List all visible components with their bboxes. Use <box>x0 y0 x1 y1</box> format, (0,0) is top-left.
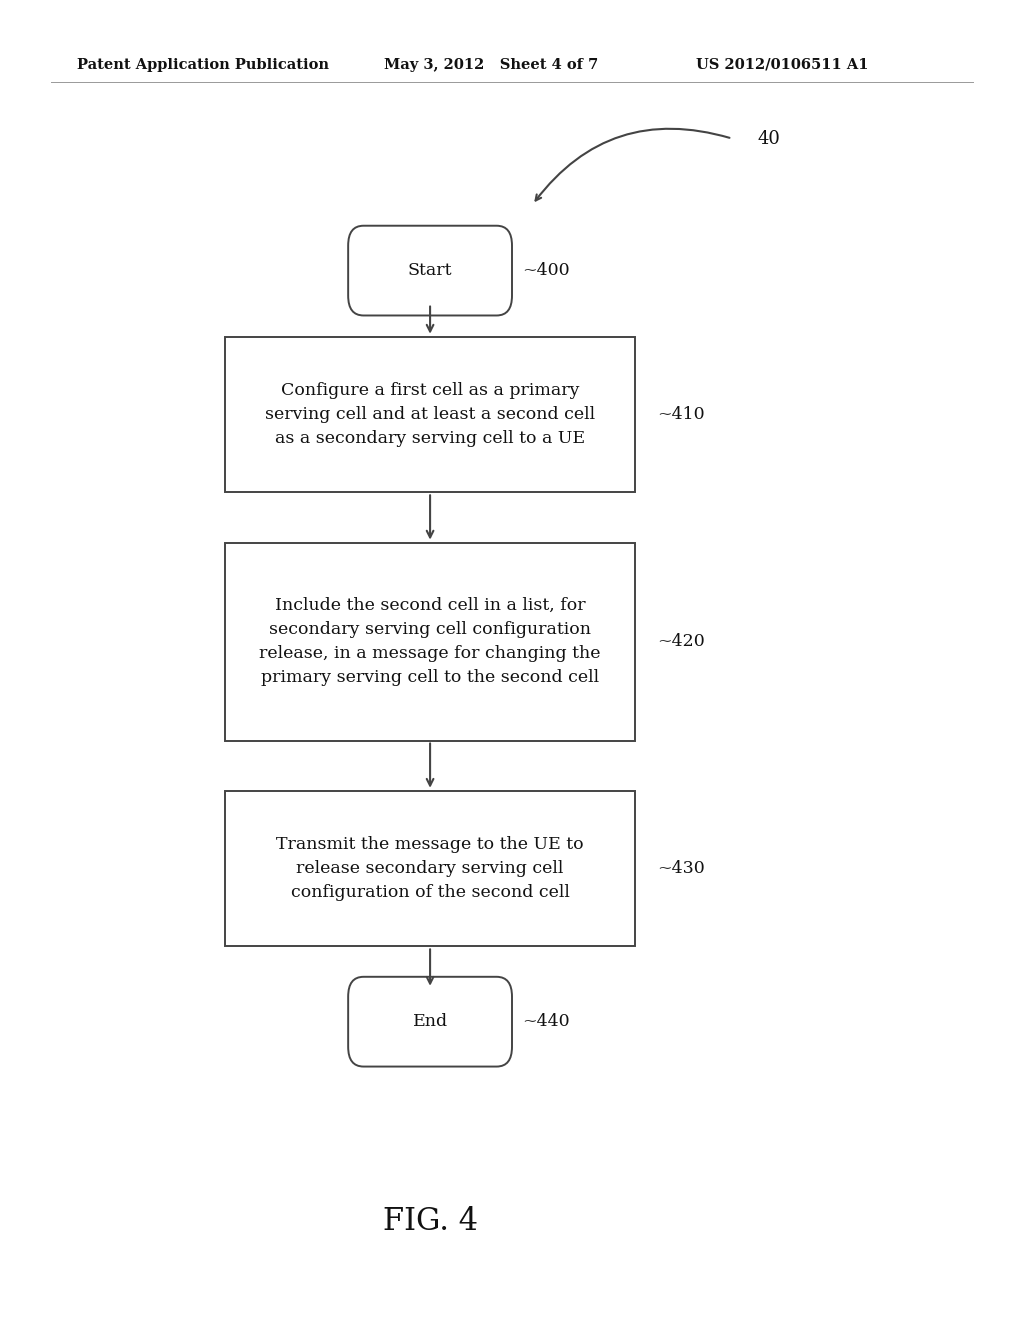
Text: Configure a first cell as a primary
serving cell and at least a second cell
as a: Configure a first cell as a primary serv… <box>265 381 595 447</box>
Text: Start: Start <box>408 263 453 279</box>
Bar <box>225 543 635 741</box>
Text: ~410: ~410 <box>657 407 706 422</box>
Text: ~430: ~430 <box>657 861 706 876</box>
Text: Include the second cell in a list, for
secondary serving cell configuration
rele: Include the second cell in a list, for s… <box>259 597 601 686</box>
Bar <box>225 791 635 946</box>
Text: May 3, 2012   Sheet 4 of 7: May 3, 2012 Sheet 4 of 7 <box>384 58 598 71</box>
Text: Patent Application Publication: Patent Application Publication <box>77 58 329 71</box>
Text: End: End <box>413 1014 447 1030</box>
Text: Transmit the message to the UE to
release secondary serving cell
configuration o: Transmit the message to the UE to releas… <box>276 836 584 902</box>
Bar <box>225 337 635 492</box>
Text: 40: 40 <box>758 129 780 148</box>
Text: ~400: ~400 <box>522 263 570 279</box>
Text: ~420: ~420 <box>657 634 706 649</box>
Text: FIG. 4: FIG. 4 <box>383 1205 477 1237</box>
FancyBboxPatch shape <box>348 977 512 1067</box>
Text: US 2012/0106511 A1: US 2012/0106511 A1 <box>696 58 868 71</box>
FancyBboxPatch shape <box>348 226 512 315</box>
Text: ~440: ~440 <box>522 1014 570 1030</box>
